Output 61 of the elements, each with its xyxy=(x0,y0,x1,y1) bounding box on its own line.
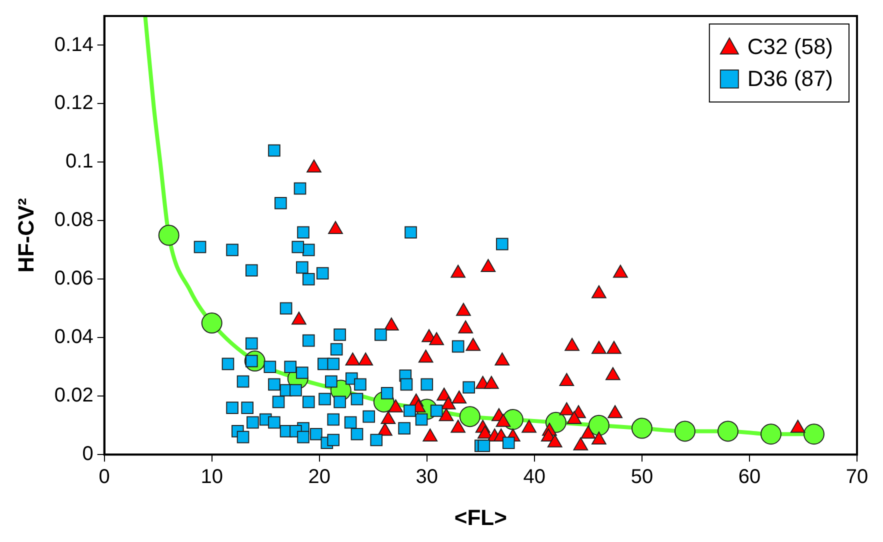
x-axis-title: <FL> xyxy=(454,504,507,530)
legend-label: C32 (58) xyxy=(747,34,833,60)
point xyxy=(564,338,580,351)
point xyxy=(429,332,444,346)
point xyxy=(358,352,374,366)
point xyxy=(494,352,510,366)
point xyxy=(450,420,466,433)
point xyxy=(418,350,434,363)
point xyxy=(605,367,620,380)
y-axis-title: HF-CV² xyxy=(13,198,38,273)
point xyxy=(328,220,343,234)
y-tick-label: 0.02 xyxy=(54,384,94,407)
point xyxy=(388,399,404,412)
x-tick-label: 70 xyxy=(846,466,868,488)
y-tick-label: 0.14 xyxy=(54,34,94,56)
y-tick-label: 0.06 xyxy=(54,268,94,290)
point xyxy=(484,376,499,389)
point xyxy=(522,420,536,433)
point xyxy=(450,264,466,278)
x-tick-label: 40 xyxy=(523,466,546,488)
y-tick-label: 0.04 xyxy=(54,326,94,348)
point xyxy=(292,312,306,325)
y-tick-label: 0.12 xyxy=(54,92,94,114)
point xyxy=(345,352,360,366)
point xyxy=(580,426,596,439)
point xyxy=(384,317,399,330)
point xyxy=(496,414,511,427)
point xyxy=(438,408,454,422)
y-tick-label: 0.1 xyxy=(66,150,94,173)
point xyxy=(592,340,606,354)
point xyxy=(380,411,396,424)
point xyxy=(608,405,622,418)
x-tick-label: 20 xyxy=(308,466,330,488)
x-tick-label: 10 xyxy=(200,466,223,488)
point xyxy=(573,437,588,450)
point xyxy=(480,258,496,272)
x-tick-label: 0 xyxy=(98,466,110,488)
legend-label: D36 (87) xyxy=(747,66,833,92)
point xyxy=(566,411,582,424)
y-tick-label: 0 xyxy=(82,443,94,466)
point xyxy=(559,402,574,416)
point xyxy=(440,396,456,410)
point xyxy=(458,320,474,334)
point xyxy=(606,340,622,354)
point xyxy=(547,434,562,448)
point xyxy=(613,264,628,278)
y-tick-label: 0.08 xyxy=(54,209,94,232)
point xyxy=(378,422,392,436)
x-tick-label: 50 xyxy=(630,466,654,488)
point xyxy=(592,431,606,444)
point xyxy=(790,420,806,433)
x-tick-label: 60 xyxy=(738,466,761,488)
point xyxy=(456,302,471,316)
point xyxy=(559,373,574,386)
point xyxy=(422,428,438,442)
point xyxy=(306,160,322,173)
point xyxy=(592,285,606,298)
x-tick-label: 30 xyxy=(416,466,438,488)
point xyxy=(466,338,481,351)
point xyxy=(452,390,467,404)
point xyxy=(478,426,492,439)
